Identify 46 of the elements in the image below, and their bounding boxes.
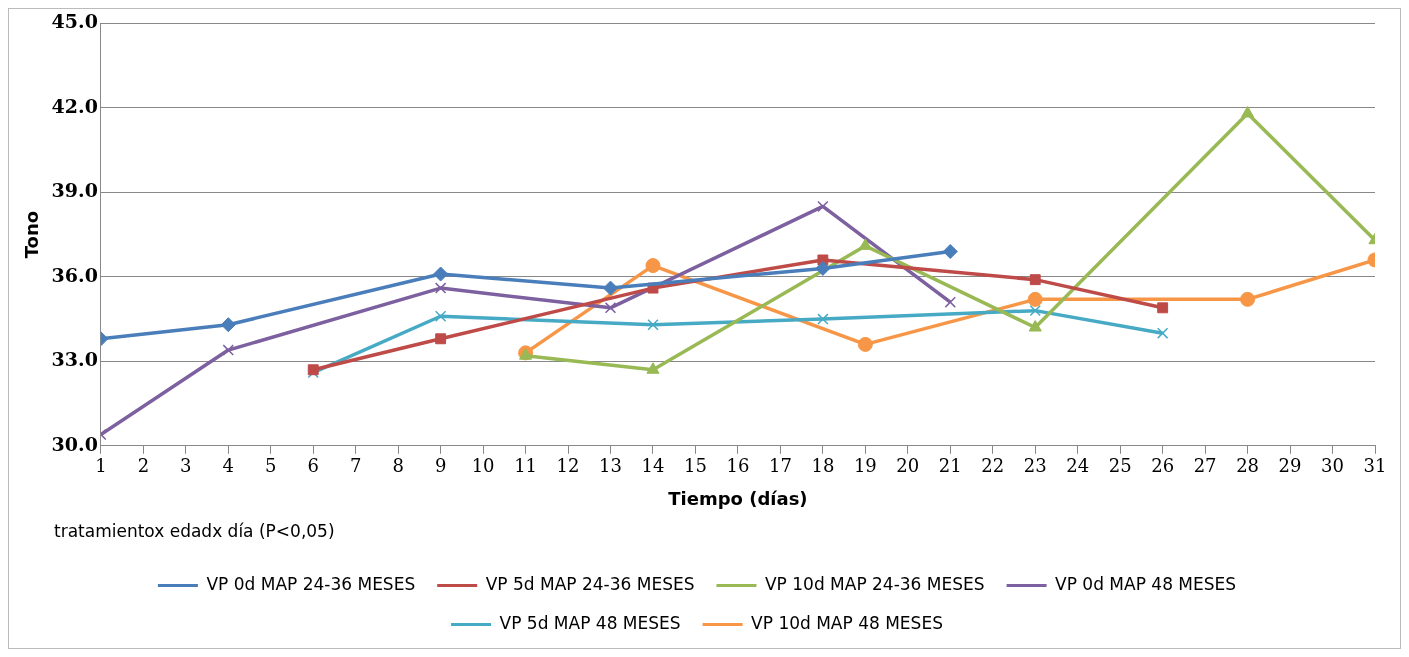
x-tick-label: 21 — [938, 455, 962, 477]
x-tick-label: 10 — [471, 455, 495, 477]
x-tick-label: 6 — [307, 455, 319, 477]
x-tick-label: 15 — [684, 455, 707, 477]
x-tick-label: 17 — [768, 455, 792, 477]
x-tick-label: 24 — [1066, 455, 1090, 477]
legend-label: VP 5d MAP 48 MESES — [499, 612, 681, 633]
y-tick-label: 39.0 — [51, 179, 98, 202]
x-tick-label: 3 — [180, 455, 192, 477]
y-tick-label: 30.0 — [51, 432, 98, 455]
y-tick-label: 45.0 — [51, 10, 98, 33]
x-tick-label: 28 — [1236, 455, 1260, 477]
x-tick-label: 9 — [434, 455, 447, 477]
x-tick-label: 16 — [726, 455, 750, 477]
y-tick-label: 33.0 — [51, 348, 98, 371]
x-tick-label: 29 — [1278, 455, 1302, 477]
text: tratamientox edadx día (P<0,05) — [54, 521, 335, 542]
x-tick-label: 14 — [641, 455, 665, 477]
x-tick-label: 12 — [556, 455, 580, 477]
x-tick-label: 2 — [137, 455, 150, 477]
x-tick-label: 13 — [599, 455, 622, 477]
x-tick-label: 1 — [95, 455, 107, 477]
x-tick-label: 22 — [981, 455, 1005, 477]
y-tick-label: 42.0 — [51, 94, 98, 117]
y-tick-label: 36.0 — [51, 263, 98, 286]
x-tick-label: 11 — [514, 455, 538, 477]
x-axis-title: Tiempo (días) — [668, 487, 808, 509]
legend-label: VP 10d MAP 48 MESES — [751, 612, 943, 633]
x-tick-label: 23 — [1023, 455, 1047, 477]
x-tick-label: 26 — [1151, 455, 1175, 477]
x-tick-label: 20 — [896, 455, 920, 477]
legend-label: VP 0d MAP 48 MESES — [1055, 573, 1237, 594]
legend-label: VP 10d MAP 24-36 MESES — [764, 573, 985, 594]
y-axis-title: Tono — [21, 210, 43, 259]
x-tick-label: 31 — [1363, 455, 1387, 477]
legend-label: VP 0d MAP 24-36 MESES — [206, 573, 416, 594]
x-tick-label: 27 — [1193, 455, 1217, 477]
x-tick-label: 7 — [349, 455, 362, 477]
legend-label: VP 5d MAP 24-36 MESES — [485, 573, 695, 594]
x-tick-label: 8 — [392, 455, 404, 477]
x-tick-label: 19 — [853, 455, 877, 477]
x-tick-label: 25 — [1108, 455, 1132, 477]
x-tick-label: 18 — [811, 455, 835, 477]
x-tick-label: 4 — [222, 455, 235, 477]
x-tick-label: 30 — [1321, 455, 1344, 477]
x-tick-label: 5 — [265, 455, 277, 477]
